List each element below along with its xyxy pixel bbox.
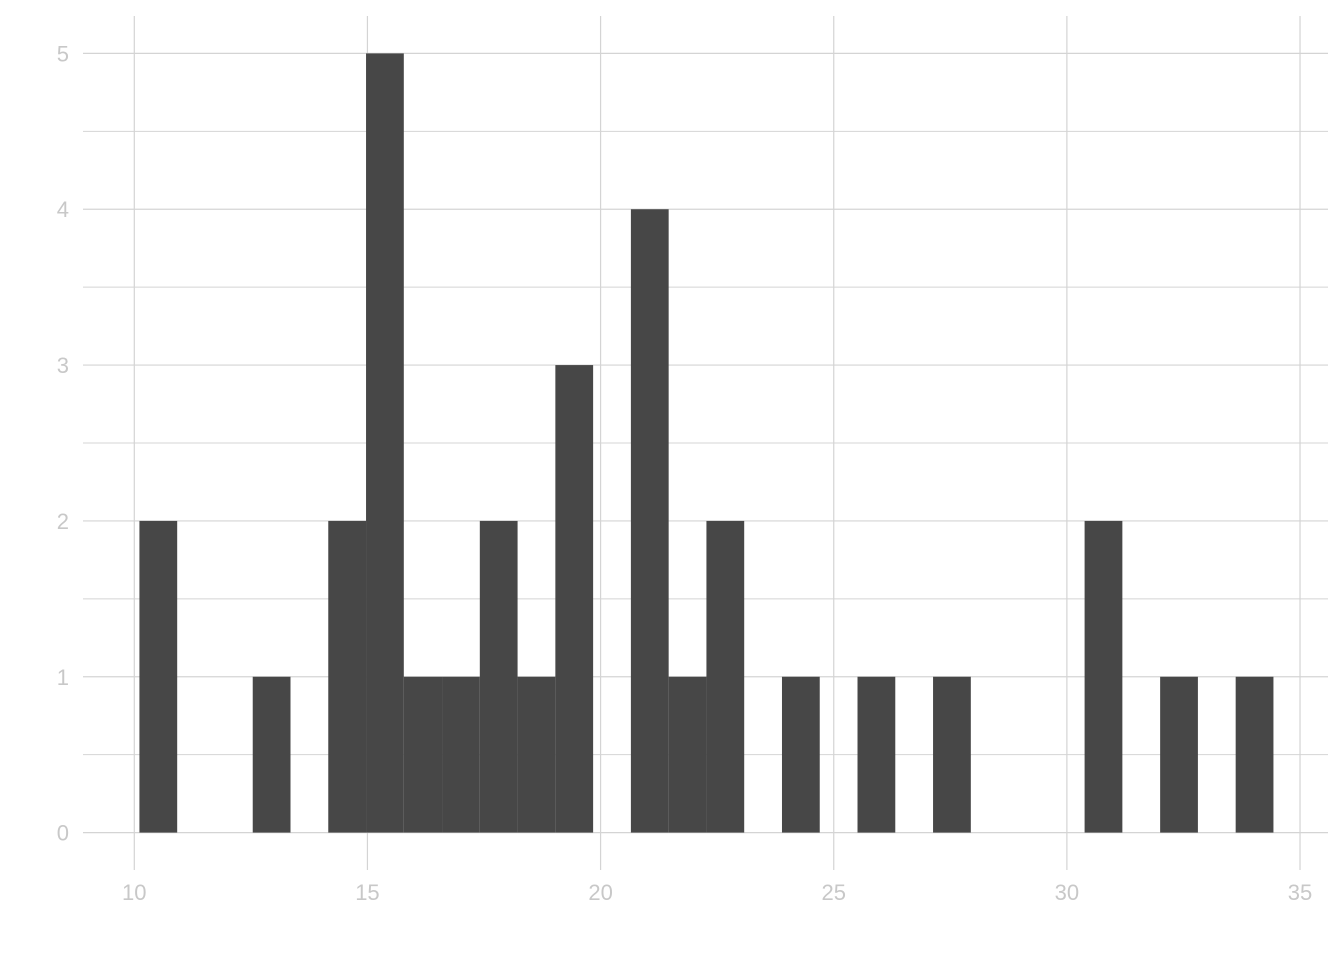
y-tick-label: 2 xyxy=(57,509,69,534)
histogram-bar xyxy=(328,520,367,833)
histogram-bar xyxy=(1084,520,1123,833)
histogram-bar xyxy=(668,676,707,833)
histogram-bar xyxy=(857,676,896,833)
x-axis-tick-labels: 10 15 20 25 30 35 xyxy=(122,880,1312,905)
histogram-bars xyxy=(139,53,1274,833)
x-tick-label: 25 xyxy=(821,880,845,905)
x-tick-label: 15 xyxy=(355,880,379,905)
x-tick-label: 20 xyxy=(588,880,612,905)
histogram-bar xyxy=(1235,676,1274,833)
histogram-bar xyxy=(479,520,518,833)
histogram-bar xyxy=(555,365,594,833)
histogram-bar xyxy=(517,676,556,833)
histogram-bar xyxy=(403,676,443,833)
y-tick-label: 1 xyxy=(57,665,69,690)
y-tick-label: 3 xyxy=(57,353,69,378)
histogram-bar xyxy=(366,53,404,833)
x-tick-label: 30 xyxy=(1055,880,1079,905)
histogram-bar xyxy=(1160,676,1198,833)
histogram-bar xyxy=(139,520,178,833)
y-tick-label: 5 xyxy=(57,41,69,66)
x-tick-label: 35 xyxy=(1288,880,1312,905)
y-axis-tick-labels: 0 1 2 3 4 5 xyxy=(57,41,69,845)
histogram-bar xyxy=(442,676,480,833)
histogram-bar xyxy=(252,676,291,833)
histogram-bar xyxy=(933,676,971,833)
histogram-bar xyxy=(630,209,669,833)
y-tick-label: 0 xyxy=(57,821,69,846)
x-tick-label: 10 xyxy=(122,880,146,905)
y-tick-label: 4 xyxy=(57,197,69,222)
histogram-bar xyxy=(706,520,745,833)
histogram-bar xyxy=(781,676,820,833)
